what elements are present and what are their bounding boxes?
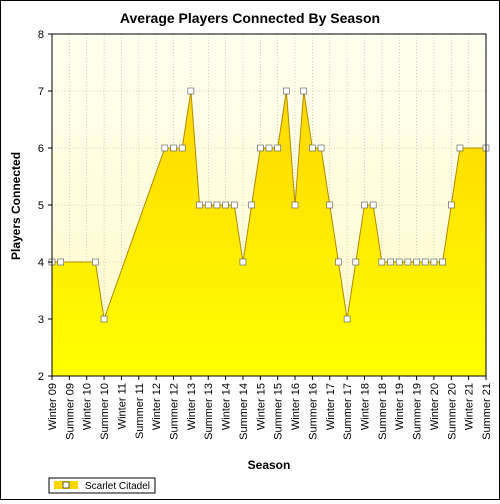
chart-title: Average Players Connected By Season (120, 10, 380, 26)
data-point (248, 201, 255, 209)
data-point (92, 258, 99, 266)
data-point (326, 201, 334, 209)
x-tick-label: Winter 09 (47, 383, 59, 430)
legend: Scarlet Citadel (48, 477, 156, 494)
data-point (447, 201, 455, 209)
x-tick-label: Winter 17 (325, 383, 337, 430)
data-point (395, 258, 403, 266)
y-tick-label: 7 (38, 86, 44, 98)
x-tick-label: Winter 18 (359, 383, 371, 430)
x-axis: Winter 09 Summer 09 Winter 10 Summer 10 Wint… (47, 376, 493, 440)
data-point (335, 258, 342, 266)
y-tick-label: 3 (38, 314, 44, 326)
series-markers (48, 87, 490, 323)
x-tick-label: Winter 10 (82, 383, 94, 430)
x-tick-label: Winter 20 (429, 383, 441, 430)
data-point (352, 258, 360, 266)
data-point (404, 258, 412, 266)
data-point (421, 258, 429, 266)
legend-marker (62, 481, 70, 489)
y-tick-label: 6 (38, 143, 44, 155)
x-tick-label: Summer 17 (342, 383, 354, 440)
x-tick-label: Winter 21 (464, 383, 476, 430)
x-tick-label: Summer 11 (134, 383, 146, 439)
data-point (430, 258, 438, 266)
y-tick-label: 8 (38, 29, 44, 41)
data-point (187, 87, 195, 95)
data-point (257, 144, 264, 152)
x-tick-label: Summer 13 (203, 383, 215, 440)
legend-label: Scarlet Citadel (85, 481, 150, 492)
data-point (343, 315, 351, 323)
data-point (196, 201, 203, 209)
data-point (309, 144, 316, 152)
x-tick-label: Winter 19 (394, 383, 406, 430)
x-tick-label: Winter 13 (186, 383, 198, 430)
y-axis: 2 3 4 5 6 7 8 (38, 29, 52, 383)
series-line-scarlet-citadel (52, 90, 486, 320)
data-point (274, 144, 281, 152)
data-point (230, 201, 238, 209)
data-point (283, 87, 290, 95)
data-point (161, 144, 169, 152)
x-tick-label: Summer 09 (64, 383, 76, 440)
data-point (317, 144, 325, 152)
data-point (291, 201, 299, 209)
x-tick-label: Summer 20 (446, 383, 458, 440)
x-tick-label: Summer 10 (99, 383, 111, 440)
data-point (361, 201, 368, 209)
x-tick-label: Summer 14 (238, 383, 250, 440)
y-tick-label: 5 (38, 200, 44, 212)
y-axis-label: Players Connected (9, 152, 23, 260)
data-point (170, 144, 177, 152)
x-tick-label: Summer 12 (169, 383, 181, 440)
x-tick-label: Summer 19 (412, 383, 424, 440)
data-point (300, 87, 308, 95)
data-point (265, 144, 273, 152)
x-tick-label: Winter 11 (116, 383, 128, 429)
data-point (387, 258, 394, 266)
data-point (456, 144, 464, 152)
y-tick-label: 2 (38, 371, 44, 383)
data-point (100, 315, 108, 323)
data-point (369, 201, 377, 209)
data-point (213, 201, 221, 209)
x-tick-label: Winter 14 (221, 383, 233, 430)
x-tick-label: Summer 21 (481, 383, 493, 440)
data-point (413, 258, 420, 266)
x-tick-label: Winter 12 (151, 383, 163, 430)
data-point (222, 201, 229, 209)
data-point (57, 258, 64, 266)
data-point (178, 144, 186, 152)
data-point (378, 258, 386, 266)
x-tick-label: Summer 16 (307, 383, 319, 440)
x-axis-label: Season (248, 458, 291, 472)
y-tick-label: 4 (38, 257, 44, 269)
x-tick-label: Winter 16 (290, 383, 302, 430)
data-point (239, 258, 247, 266)
x-tick-label: Summer 18 (377, 383, 389, 440)
data-point (204, 201, 212, 209)
x-tick-label: Winter 15 (255, 383, 267, 430)
series-area-scarlet-citadel (52, 91, 486, 376)
x-tick-label: Summer 15 (273, 383, 285, 440)
data-point (439, 258, 446, 266)
